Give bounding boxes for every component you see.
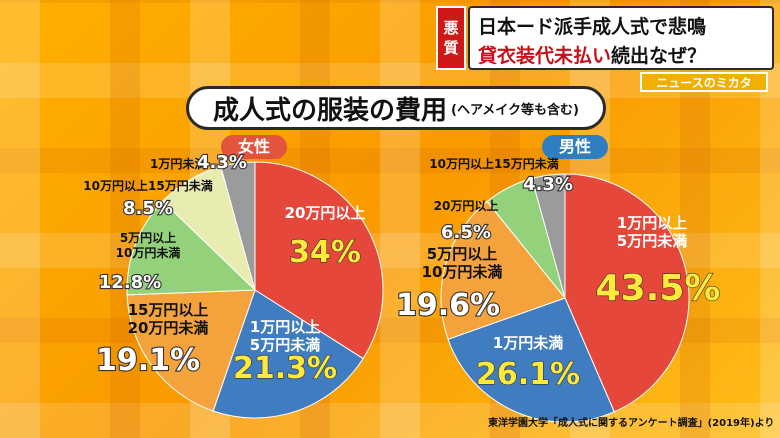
pie1-slice-0 <box>564 173 690 413</box>
pie1-slice-1 <box>447 297 615 423</box>
pie1-category-label-3: 20万円以上 <box>434 198 499 213</box>
headline-box: 日本ード派手成人式で悲鳴 貸衣装代未払い続出なぜ？ <box>468 6 774 70</box>
pie0-value-label-4: 8.5% <box>123 198 173 219</box>
pie0-value-label-0: 34% <box>289 235 361 270</box>
headline-tag-char2: 質 <box>443 39 459 57</box>
pie0-value-label-3: 12.8% <box>99 272 161 293</box>
pie1-value-label-1: 26.1% <box>476 357 580 392</box>
pie1-category-label-0: 1万円以上 5万円未満 <box>617 214 687 250</box>
pie0-category-label-5: 1万円未満 <box>150 156 206 171</box>
pie0-slice-0 <box>254 161 384 360</box>
headline-tag-char1: 悪 <box>443 19 459 37</box>
program-brand: ニュースのミカタ <box>640 72 768 92</box>
source-note: 東洋学園大学「成人式に関するアンケート調査」(2019年)より <box>488 418 775 429</box>
pie0-value-label-1: 21.3% <box>233 351 337 386</box>
pie1-category-label-1: 1万円未満 <box>493 334 563 352</box>
headline-banner: 悪 質 日本ード派手成人式で悲鳴 貸衣装代未払い続出なぜ？ <box>436 6 774 70</box>
chart-title: 成人式の服装の費用 <box>213 95 448 126</box>
pie1-slice-4 <box>531 173 566 299</box>
pie1-value-label-0: 43.5% <box>596 268 721 309</box>
pie1-value-label-4: 4.3% <box>523 174 573 195</box>
headline-tag: 悪 質 <box>436 6 466 70</box>
pie0-slice-5 <box>220 161 256 291</box>
headline-line2-black: 続出なぜ？ <box>611 45 707 67</box>
pie0-slice-1 <box>212 289 364 419</box>
pie0-slice-2 <box>126 289 256 412</box>
pie0-value-label-5: 4.3% <box>197 152 247 173</box>
headline-line2-red: 貸衣装代未払い <box>478 45 612 67</box>
pie0-value-label-2: 19.1% <box>96 343 200 378</box>
chart-subtitle: (ヘアメイク等も含む) <box>451 102 579 118</box>
pie1-category-label-4: 10万円以上15万円未満 <box>429 156 558 171</box>
pie1-category-label-2: 5万円以上 10万円未満 <box>422 245 503 281</box>
male-label: 男性 <box>542 135 608 159</box>
female-label: 女性 <box>221 135 287 159</box>
headline-line1: 日本ード派手成人式で悲鳴 <box>478 16 707 38</box>
pie0-category-label-3: 5万円以上 10万円未満 <box>116 230 181 260</box>
pie1-value-label-3: 6.5% <box>441 222 491 243</box>
pie1-slice-2 <box>440 200 566 340</box>
headline-line2: 貸衣装代未払い続出なぜ？ <box>478 41 706 68</box>
pie0-category-label-4: 10万円以上15万円未満 <box>83 178 212 193</box>
chart-title-pill: 成人式の服装の費用 (ヘアメイク等も含む) <box>186 86 606 130</box>
pie0-category-label-2: 15万円以上 20万円未満 <box>128 301 209 337</box>
pie1-value-label-2: 19.6% <box>396 288 500 323</box>
pie0-slice-3 <box>126 200 257 296</box>
pie0-category-label-0: 20万円以上 <box>285 204 366 222</box>
pie0-category-label-1: 1万円以上 5万円未満 <box>250 318 320 354</box>
